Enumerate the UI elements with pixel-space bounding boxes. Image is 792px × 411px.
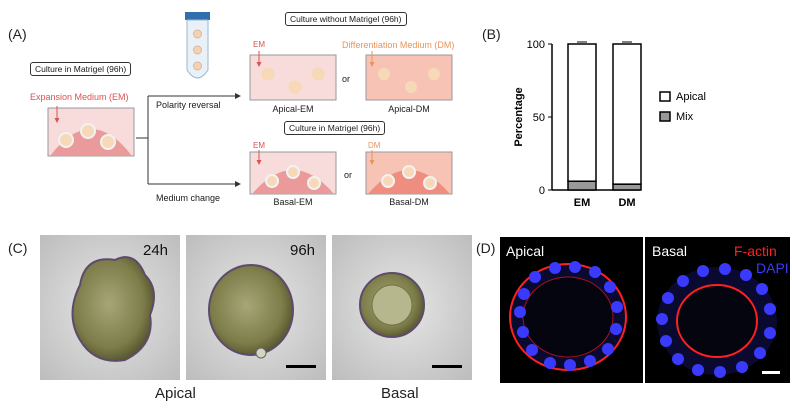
matrigel-culture-box-2: Culture in Matrigel (96h) [284,121,386,135]
polarity-reversal-label: Polarity reversal [156,100,221,110]
micrograph-apical-96h [186,235,326,380]
medium-change-label: Medium change [156,193,221,203]
apical-caption: Apical [155,385,196,402]
apical-em-dish-icon [249,51,337,101]
legend-swatch-apical [659,91,671,102]
micrograph-basal [332,235,472,380]
y-tick-label: 100 [527,39,545,51]
apical-em-caption: Apical-EM [272,104,314,114]
panel-b-label: (B) [482,26,501,42]
bar-apical-em [567,43,597,182]
percentage-bar-chart: 0 50 100 Percentage EM DM Apical Mix [513,39,706,209]
em-label-bottom: EM [253,141,265,150]
dm-label: DM [368,141,381,150]
matrigel-culture-box: Culture in Matrigel (96h) [30,62,132,76]
micrograph-apical-24h [40,235,180,380]
matrigel-dish-icon [47,106,135,157]
bar-mix-dm [612,183,642,191]
tube-icon [185,12,210,79]
apical-dm-dish-icon [365,51,453,101]
fluor-basal-label: Basal [652,243,688,259]
expansion-medium-label: Expansion Medium (EM) [30,92,129,102]
x-tick-label: DM [618,197,635,209]
legend-swatch-mix [659,111,671,122]
panel-a-label: (A) [8,26,27,42]
apical-dm-caption: Apical-DM [388,104,430,114]
time-24h-label: 24h [143,242,169,259]
x-tick-label: EM [574,197,591,209]
factin-label: F-actin [734,243,777,259]
basal-caption: Basal [381,385,419,402]
without-matrigel-box: Culture without Matrigel (96h) [285,12,407,26]
schematic-drawing [47,12,453,195]
em-label-top: EM [253,40,265,49]
bar-mix-em [567,180,597,191]
panel-d-label: (D) [476,240,496,256]
panel-c-label: (C) [8,240,28,256]
basal-dm-caption: Basal-DM [389,197,429,207]
basal-em-caption: Basal-EM [273,197,313,207]
y-tick-label: 50 [533,112,545,124]
dapi-label: DAPI [756,260,789,276]
fluor-apical-label: Apical [506,243,545,259]
dm-full-label: Differentiation Medium (DM) [342,40,455,50]
basal-dm-dish-icon [365,150,453,195]
fluorescence-panel [500,237,790,383]
legend-label-mix: Mix [676,111,694,123]
y-axis-label: Percentage [513,87,525,146]
time-96h-label: 96h [290,242,316,259]
or-bottom: or [344,170,353,180]
bar-apical-dm [612,43,642,185]
or-top: or [342,74,351,84]
basal-em-dish-icon [249,150,337,195]
y-tick-label: 0 [539,185,545,197]
legend-label-apical: Apical [676,91,706,103]
